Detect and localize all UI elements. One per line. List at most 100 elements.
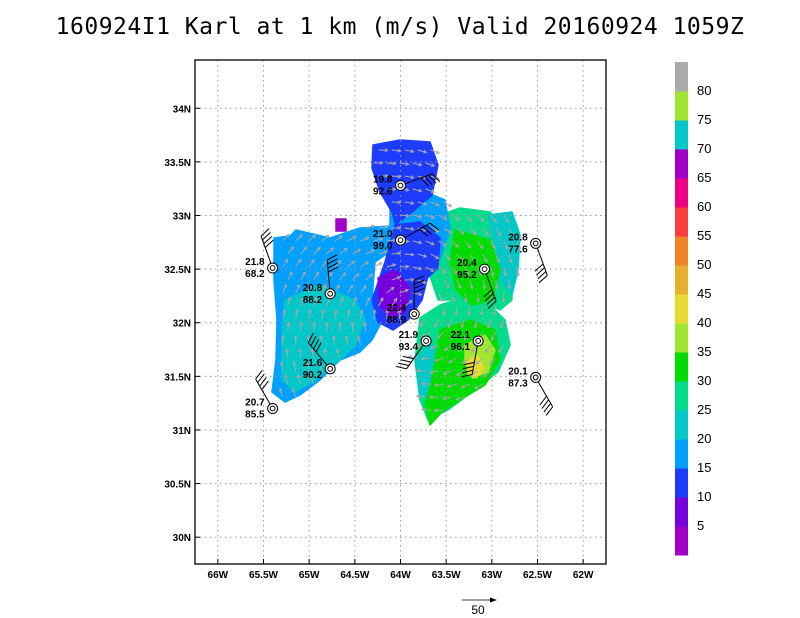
wind-vector [386,239,396,242]
colorbar-label: 60 [697,199,711,214]
wind-vector-head [463,298,468,303]
wind-vector [300,246,308,255]
station-circle-inner [532,240,539,247]
wind-vector-head [428,370,433,374]
wind-vector [339,272,346,281]
wind-vector [425,266,434,272]
wind-vector-head [410,201,415,205]
wind-vector [386,264,396,268]
wind-barb-shaft [406,340,427,370]
longitude-tick-labels: 66W 65.5W 65W 64.5W 64W 63.5W 63W 62.5W 62W [208,559,594,581]
wind-vector-head [300,296,305,301]
wind-vector-head [278,387,283,392]
wind-barb-flag [487,300,497,309]
wind-vector-head [482,285,487,290]
wind-vector [286,348,289,359]
wind-vector [282,310,286,320]
wind-vector [421,408,431,411]
wind-vector-head [435,202,440,207]
wind-vector [475,357,484,365]
wind-vector-head [337,259,342,264]
wind-vector [404,300,413,307]
wind-vector [308,284,314,294]
station-marker: 21.690.2 [303,332,336,381]
wind-vector-head [492,311,497,316]
wind-vector-head [390,286,395,291]
wind-vector [404,227,414,230]
wind-vector [464,266,470,276]
wind-vector [516,240,521,250]
wind-vector [503,240,508,250]
wind-vector-head [430,241,435,246]
wind-vector-head [317,361,322,366]
wind-vector-head [455,397,460,401]
station-marker: 20.187.3 [508,366,554,416]
wind-vector-head [423,149,428,154]
map-title: 160924I1 Karl at 1 km (m/s) Valid 201609… [55,14,745,40]
station-direction: 87.3 [508,378,528,389]
wind-vector-head [306,334,311,340]
wind-vector-head [497,232,502,237]
wind-vector [347,310,350,320]
wind-vector-head [420,356,425,361]
station-circle-inner [423,338,429,344]
wind-barb-flag [414,283,425,289]
wind-vector-head [359,309,364,314]
wind-vector-head [445,284,450,289]
wind-vector-head [405,213,410,218]
wind-vector-head [507,285,512,290]
station-circle-outer [267,403,279,415]
wind-vector [282,259,289,268]
wind-barb-flag [414,279,425,285]
wind-vector-head [369,273,374,278]
wind-vector-head [338,235,344,240]
wind-vector [477,292,479,303]
wind-vector [334,284,340,294]
wind-vector-head [455,372,460,376]
wind-vector-head [285,347,290,353]
wind-vector-head [296,283,301,289]
wind-vector [386,162,396,165]
wind-vector [297,375,302,385]
wind-barb-flag [398,362,410,366]
wind-barb-flag [264,239,274,248]
wind-vector [318,362,323,372]
station-circle-inner [411,311,418,318]
wind-vector-head [435,150,441,155]
wind-vector [421,357,431,360]
wind-vector [412,266,422,270]
wind-vector [399,289,409,294]
wind-vector-head [460,230,465,235]
lon-tick-label: 63W [482,570,503,581]
station-circle-outer [479,263,491,275]
wind-barb-flag [327,258,338,265]
wind-vector-head [461,360,466,365]
station-observations: 19.892.621.099.021.868.220.888.222.488.9… [245,173,554,421]
wind-vector-head [325,321,329,327]
wind-vector-head [454,311,459,317]
wind-vector [429,370,439,373]
wind-vector-head [483,258,488,263]
wind-vector [482,253,488,263]
wind-vector [287,297,291,307]
wind-vector-head [468,217,473,222]
wind-vector-head [384,148,389,153]
lat-tick-label: 32.5N [164,265,191,276]
wind-barb-shaft [326,259,331,294]
lon-tick-label: 64.5W [340,570,369,581]
wind-vector-head [501,298,506,304]
wind-vector-head [441,311,446,317]
wind-vector-head [493,218,497,223]
station-circle-outer [324,288,336,300]
wind-speed-region [487,211,521,296]
wind-vector-head [336,284,340,289]
wind-vector-head [315,271,320,276]
wind-vector-head [344,335,349,340]
wind-barb-flag [538,274,548,284]
wind-barb-flag [419,228,429,237]
station-speed: 20.7 [245,398,265,409]
lon-tick-label: 65W [299,570,320,581]
wind-vector-head [420,407,425,412]
station-marker: 21.993.4 [395,330,432,370]
wind-vector-head [484,349,489,354]
